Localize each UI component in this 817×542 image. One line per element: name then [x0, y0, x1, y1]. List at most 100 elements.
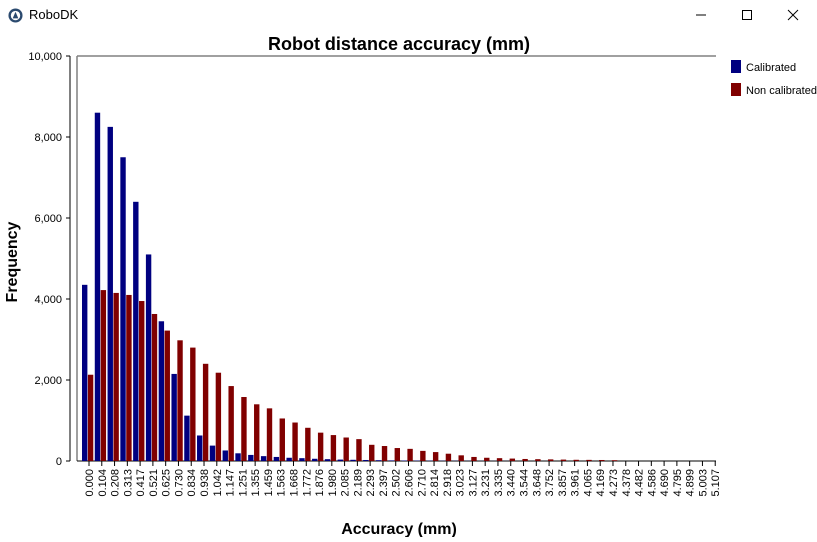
bar-non-calibrated	[165, 331, 170, 461]
bar-non-calibrated	[139, 301, 144, 461]
x-tick-label: 2.293	[365, 469, 377, 497]
window-titlebar: RoboDK	[0, 0, 817, 30]
robodk-logo-icon	[8, 8, 23, 23]
bar-non-calibrated	[599, 460, 604, 461]
x-tick-label: 0.313	[122, 469, 134, 497]
x-tick-label: 1.355	[250, 469, 262, 497]
x-tick-label: 4.482	[634, 469, 646, 497]
x-tick-label: 4.378	[621, 469, 633, 497]
close-button[interactable]	[770, 0, 816, 30]
x-tick-label: 3.961	[570, 469, 582, 497]
x-tick-label: 0.730	[173, 469, 185, 497]
y-tick-label: 8,000	[34, 132, 62, 144]
bar-calibrated	[133, 202, 138, 461]
x-tick-label: 4.690	[659, 469, 671, 497]
x-tick-label: 0.000	[84, 469, 96, 497]
x-tick-label: 3.440	[506, 469, 518, 497]
bar-non-calibrated	[497, 458, 502, 461]
x-tick-label: 3.335	[493, 469, 505, 497]
x-tick-label: 1.563	[276, 469, 288, 497]
x-tick-label: 0.938	[199, 469, 211, 497]
bar-non-calibrated	[331, 435, 336, 461]
bar-non-calibrated	[510, 459, 515, 461]
bar-calibrated	[376, 460, 381, 461]
bar-calibrated	[184, 416, 189, 461]
bar-non-calibrated	[228, 386, 233, 461]
x-tick-label: 1.042	[212, 469, 224, 497]
bar-calibrated	[223, 450, 228, 461]
bar-calibrated	[363, 460, 368, 461]
bar-non-calibrated	[267, 408, 272, 461]
bar-non-calibrated	[395, 448, 400, 461]
bar-non-calibrated	[484, 458, 489, 461]
x-tick-label: 3.648	[531, 469, 543, 497]
legend-label: Non calibrated	[746, 85, 817, 97]
y-tick-label: 0	[56, 456, 62, 468]
x-tick-label: 2.502	[391, 469, 403, 497]
close-icon	[787, 9, 799, 21]
bar-calibrated	[82, 285, 87, 461]
x-tick-label: 3.857	[557, 469, 569, 497]
bar-non-calibrated	[190, 348, 195, 461]
bar-non-calibrated	[382, 446, 387, 461]
bar-calibrated	[210, 446, 215, 461]
bar-non-calibrated	[420, 451, 425, 461]
minimize-button[interactable]	[678, 0, 724, 30]
bar-non-calibrated	[369, 445, 374, 461]
legend-swatch	[731, 83, 741, 96]
x-tick-label: 1.980	[327, 469, 339, 497]
legend-swatch	[731, 60, 741, 73]
bar-non-calibrated	[241, 397, 246, 461]
x-tick-label: 3.023	[455, 469, 467, 497]
bar-calibrated	[159, 321, 164, 461]
y-tick-label: 4,000	[34, 294, 62, 306]
x-tick-label: 3.231	[480, 469, 492, 497]
bar-non-calibrated	[280, 418, 285, 461]
x-tick-label: 0.521	[148, 469, 160, 497]
maximize-button[interactable]	[724, 0, 770, 30]
bar-calibrated	[350, 460, 355, 461]
x-tick-label: 2.814	[429, 469, 441, 497]
histogram-chart: Robot distance accuracy (mm) Frequency A…	[0, 30, 817, 537]
maximize-icon	[741, 9, 753, 21]
bar-calibrated	[95, 113, 100, 461]
x-tick-label: 5.003	[697, 469, 709, 497]
bar-non-calibrated	[356, 439, 361, 461]
bar-calibrated	[389, 460, 394, 461]
bar-non-calibrated	[254, 404, 259, 461]
y-tick-label: 6,000	[34, 213, 62, 225]
bar-calibrated	[261, 456, 266, 461]
bar-non-calibrated	[407, 449, 412, 461]
bar-non-calibrated	[471, 457, 476, 461]
x-tick-label: 2.606	[404, 469, 416, 497]
minimize-icon	[695, 9, 707, 21]
x-tick-label: 0.208	[110, 469, 122, 497]
bar-non-calibrated	[446, 454, 451, 461]
x-tick-label: 2.189	[352, 469, 364, 497]
bar-calibrated	[274, 457, 279, 461]
bar-non-calibrated	[612, 460, 617, 461]
x-tick-label: 4.065	[582, 469, 594, 497]
bar-non-calibrated	[305, 428, 310, 461]
x-tick-label: 1.668	[288, 469, 300, 497]
x-tick-label: 3.127	[467, 469, 479, 497]
bar-calibrated	[299, 458, 304, 461]
x-tick-label: 4.169	[595, 469, 607, 497]
bar-non-calibrated	[433, 452, 438, 461]
x-tick-label: 1.147	[225, 469, 237, 497]
x-tick-label: 1.772	[301, 469, 313, 497]
x-tick-label: 2.710	[416, 469, 428, 497]
x-tick-label: 2.085	[340, 469, 352, 497]
bar-calibrated	[108, 127, 113, 461]
bar-calibrated	[120, 157, 125, 461]
x-tick-label: 5.107	[710, 469, 722, 497]
x-tick-label: 0.417	[135, 469, 147, 497]
bar-non-calibrated	[126, 295, 131, 461]
bar-non-calibrated	[318, 433, 323, 461]
bar-non-calibrated	[292, 423, 297, 461]
x-tick-label: 1.876	[314, 469, 326, 497]
bar-calibrated	[235, 453, 240, 461]
bar-calibrated	[338, 460, 343, 461]
bar-non-calibrated	[459, 455, 464, 461]
bar-calibrated	[325, 459, 330, 461]
